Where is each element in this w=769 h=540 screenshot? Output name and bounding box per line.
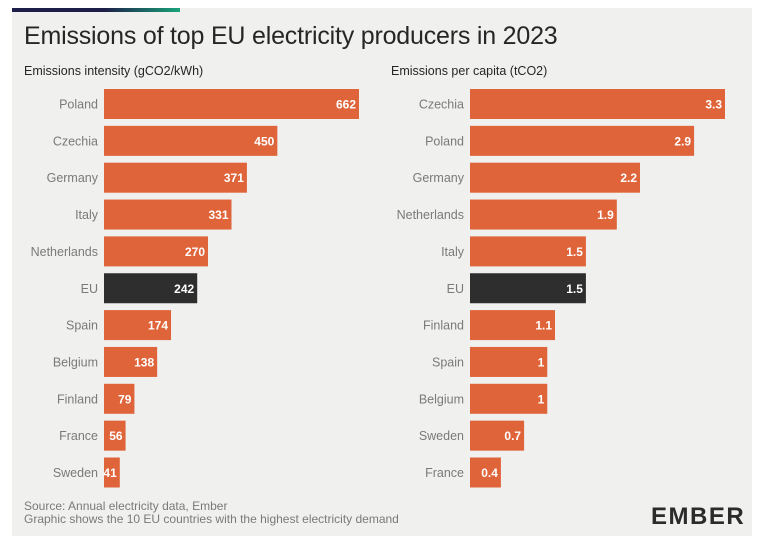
intensity-bar-spain — [104, 310, 172, 341]
intensity-category-label: France — [59, 429, 98, 443]
percapita-category-label: EU — [447, 282, 464, 296]
intensity-bar-germany — [104, 162, 247, 193]
source-note: Source: Annual electricity data, Ember — [24, 499, 228, 513]
percapita-category-label: Germany — [413, 171, 465, 185]
chart-title: Emissions of top EU electricity producer… — [24, 22, 558, 50]
intensity-value-label: 371 — [224, 171, 244, 185]
intensity-category-label: EU — [81, 282, 98, 296]
intensity-category-label: Poland — [59, 98, 98, 112]
intensity-bar-poland — [104, 89, 359, 119]
percapita-value-label: 2.2 — [620, 171, 637, 185]
right-panel-title: Emissions per capita (tCO2) — [391, 64, 548, 78]
intensity-value-label: 662 — [336, 98, 356, 112]
intensity-category-label: Czechia — [53, 134, 98, 148]
scope-note: Graphic shows the 10 EU countries with t… — [24, 512, 399, 526]
intensity-bar-czechia — [104, 125, 278, 156]
intensity-value-label: 331 — [208, 208, 228, 222]
percapita-bar-france — [470, 457, 501, 488]
percapita-value-label: 0.7 — [504, 429, 521, 443]
intensity-bar-belgium — [104, 346, 158, 377]
intensity-bar-sweden — [104, 457, 120, 488]
intensity-bar-italy — [104, 199, 232, 230]
intensity-value-label: 270 — [185, 245, 205, 259]
intensity-value-label: 174 — [148, 319, 168, 333]
percapita-value-label: 3.3 — [705, 98, 722, 112]
percapita-bar-germany — [470, 162, 640, 193]
footer: Source: Annual electricity data, Ember G… — [24, 500, 399, 526]
intensity-value-label: 41 — [103, 466, 117, 480]
intensity-category-label: Spain — [66, 319, 98, 333]
intensity-bar-finland — [104, 383, 135, 414]
intensity-value-label: 138 — [134, 355, 154, 369]
percapita-value-label: 1.5 — [566, 282, 583, 296]
percapita-bar-poland — [470, 125, 695, 156]
percapita-bar-belgium — [470, 383, 548, 414]
percapita-bar-czechia — [470, 89, 725, 119]
intensity-value-label: 79 — [118, 392, 132, 406]
percapita-category-label: Spain — [432, 355, 464, 369]
intensity-category-label: Sweden — [53, 466, 98, 480]
percapita-value-label: 1 — [538, 392, 545, 406]
percapita-category-label: Italy — [441, 245, 465, 259]
percapita-category-label: Sweden — [419, 429, 464, 443]
intensity-value-label: 450 — [254, 134, 274, 148]
percapita-category-label: Poland — [425, 134, 464, 148]
intensity-bar-netherlands — [104, 236, 209, 267]
percapita-value-label: 0.4 — [481, 466, 498, 480]
intensity-bar-france — [104, 420, 126, 451]
percapita-category-label: Finland — [423, 319, 464, 333]
percapita-value-label: 1.5 — [566, 245, 583, 259]
intensity-category-label: Netherlands — [31, 245, 98, 259]
percapita-category-label: France — [425, 466, 464, 480]
percapita-value-label: 1 — [538, 355, 545, 369]
percapita-category-label: Netherlands — [397, 208, 464, 222]
intensity-category-label: Germany — [47, 171, 99, 185]
intensity-category-label: Italy — [75, 208, 99, 222]
accent-bar — [12, 8, 180, 12]
percapita-value-label: 1.1 — [535, 319, 552, 333]
percapita-bar-spain — [470, 346, 548, 377]
intensity-bar-eu — [104, 273, 198, 304]
intensity-category-label: Belgium — [53, 355, 98, 369]
percapita-bar-netherlands — [470, 199, 617, 230]
percapita-bar-sweden — [470, 420, 525, 451]
percapita-category-label: Czechia — [419, 98, 464, 112]
percapita-bar-italy — [470, 236, 586, 267]
percapita-value-label: 2.9 — [674, 134, 691, 148]
percapita-value-label: 1.9 — [597, 208, 614, 222]
intensity-value-label: 242 — [174, 282, 194, 296]
left-panel-title: Emissions intensity (gCO2/kWh) — [24, 64, 204, 78]
ember-logo: EMBER — [651, 503, 746, 530]
percapita-bar-eu — [470, 273, 586, 304]
percapita-category-label: Belgium — [419, 392, 464, 406]
intensity-category-label: Finland — [57, 392, 98, 406]
percapita-bar-finland — [470, 310, 555, 341]
intensity-value-label: 56 — [109, 429, 123, 443]
